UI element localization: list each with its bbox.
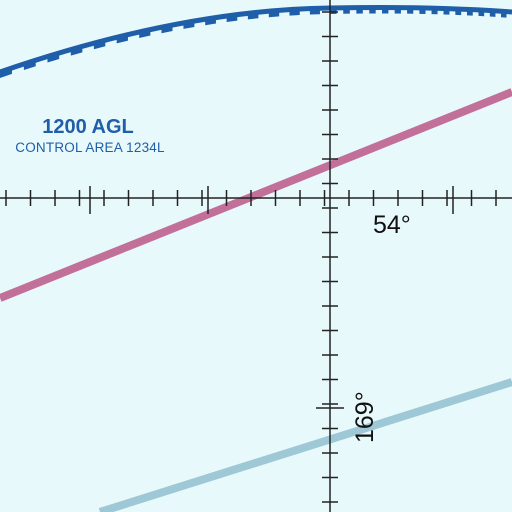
airspace-boundary-ticks bbox=[0, 7, 507, 78]
airspace-boundary-tick bbox=[343, 7, 350, 14]
graticule-label-vertical: 169° bbox=[351, 391, 379, 443]
airspace-boundary-tick bbox=[0, 67, 12, 78]
airspace-boundary-tick bbox=[489, 10, 496, 17]
airspace-boundary bbox=[0, 5, 512, 78]
airspace-boundary-tick bbox=[419, 7, 426, 14]
airspace-boundary-tick bbox=[161, 25, 173, 34]
airspace-boundary-tick bbox=[431, 8, 438, 15]
airspace-boundary-tick bbox=[309, 8, 320, 15]
airspace-boundary-tick bbox=[478, 9, 485, 17]
airspace-boundary-tick bbox=[500, 11, 507, 18]
airspace-boundary-tick bbox=[356, 7, 363, 14]
airspace-boundary-tick bbox=[205, 17, 216, 26]
airspace-boundary-tick bbox=[443, 8, 450, 15]
airspace-boundary-tick bbox=[466, 9, 473, 16]
graticule-horizontal bbox=[0, 186, 512, 214]
airspace-boundary-tick bbox=[23, 60, 36, 70]
airspace-boundary-tick bbox=[139, 29, 151, 38]
graticule-horizontal-ticks bbox=[5, 186, 497, 214]
airspace-boundary-tick bbox=[394, 7, 401, 14]
airspace-name-label: CONTROL AREA 1234L bbox=[15, 140, 165, 155]
airspace-boundary-tick bbox=[183, 21, 195, 29]
blue-route-line bbox=[98, 378, 512, 512]
graticule-vertical-ticks bbox=[316, 11, 344, 503]
airspace-boundary-tick bbox=[70, 46, 83, 56]
airspace-boundary-tick bbox=[116, 34, 128, 44]
magenta-route-line bbox=[0, 88, 512, 302]
airspace-boundary-tick bbox=[382, 7, 389, 14]
airspace-boundary-tick bbox=[369, 7, 376, 14]
airspace-boundary-tick bbox=[455, 8, 462, 16]
airspace-boundary-tick bbox=[330, 7, 337, 14]
airspace-boundary-tick bbox=[247, 12, 259, 20]
graticule-label-horizontal: 54° bbox=[373, 211, 411, 239]
airspace-boundary-tick bbox=[268, 10, 280, 18]
airspace-boundary-tick bbox=[289, 9, 300, 16]
airspace-boundary-tick bbox=[47, 53, 60, 63]
airspace-boundary-tick bbox=[407, 7, 414, 14]
airspace-boundary-tick bbox=[226, 14, 238, 22]
airspace-floor-label: 1200 AGL bbox=[42, 116, 134, 138]
graticule-vertical bbox=[316, 0, 344, 512]
airspace-boundary-tick bbox=[93, 40, 106, 50]
